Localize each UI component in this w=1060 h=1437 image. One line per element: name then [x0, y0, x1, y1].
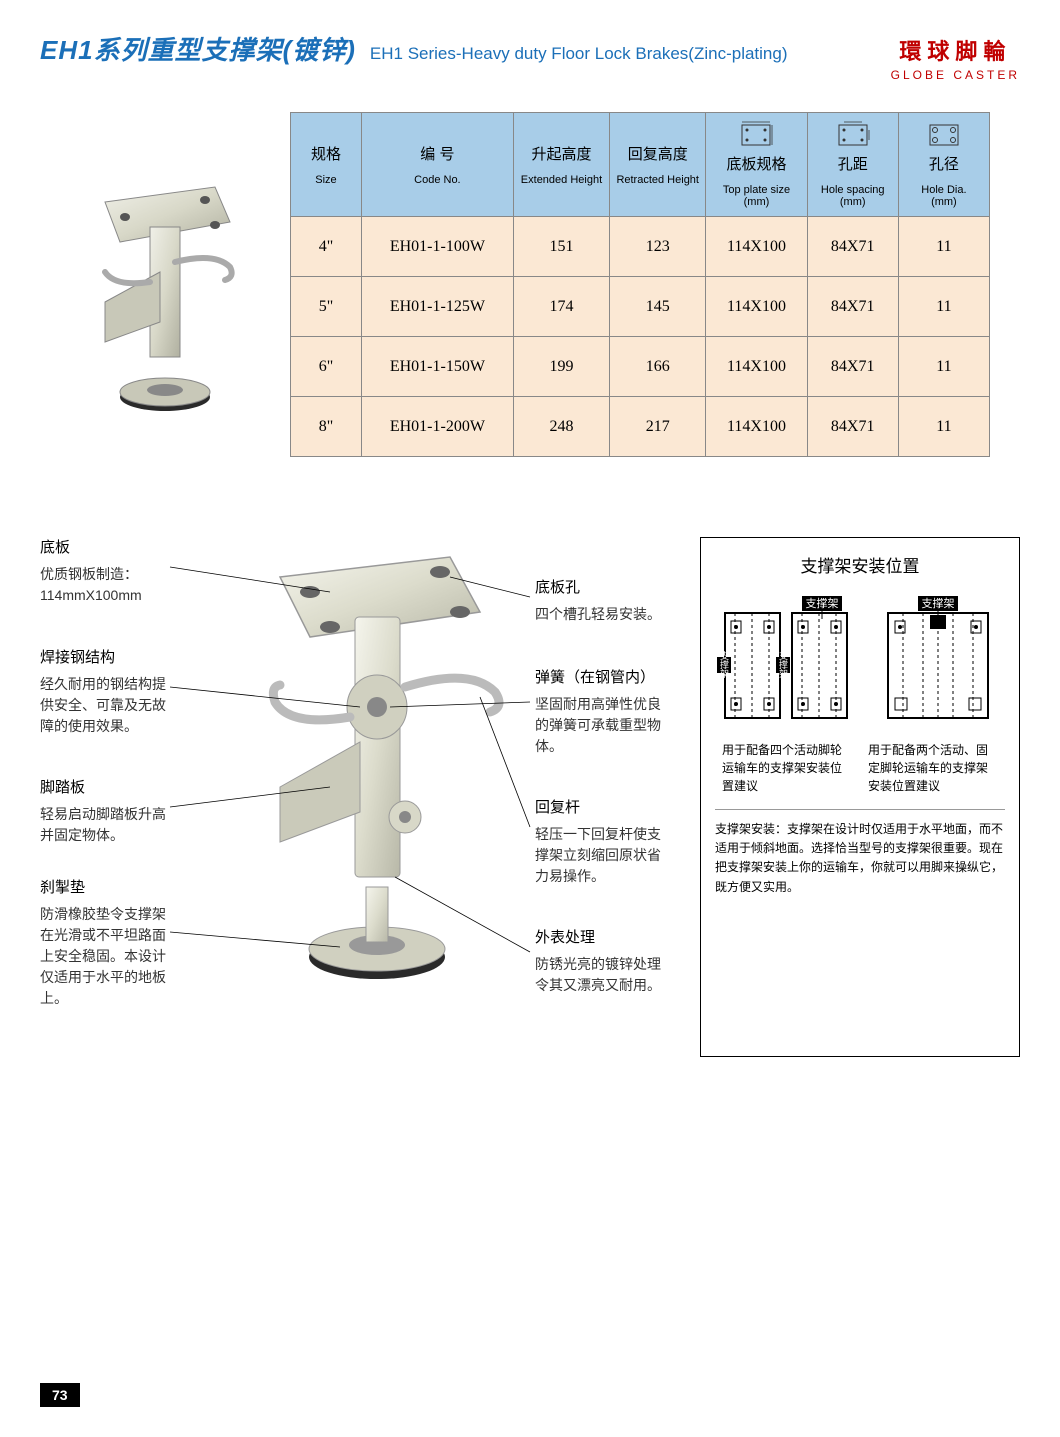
- table-header-row: 规格 Size 编 号 Code No. 升起高度 Extended Heigh…: [291, 113, 990, 217]
- install-diagram-1: 支撑架 支撑架 支撑架: [717, 591, 857, 731]
- table-cell: 217: [610, 397, 706, 457]
- diagram-label: 焊接钢结构经久耐用的钢结构提供安全、可靠及无故障的使用效果。: [40, 647, 175, 737]
- install-diagrams: 支撑架 支撑架 支撑架 支撑架: [715, 591, 1005, 731]
- install-captions: 用于配备四个活动脚轮运输车的支撑架安装位置建议 用于配备两个活动、固定脚轮运输车…: [715, 741, 1005, 795]
- table-cell: 11: [898, 217, 989, 277]
- table-cell: 11: [898, 337, 989, 397]
- table-cell: 174: [513, 277, 609, 337]
- page-header: EH1系列重型支撑架(镀锌) EH1 Series-Heavy duty Flo…: [40, 30, 1020, 82]
- table-cell: 6": [291, 337, 362, 397]
- diagram-label: 回复杆轻压一下回复杆使支撑架立刻缩回原状省力易操作。: [535, 797, 665, 887]
- install-note: 支撑架安装：支撑架在设计时仅适用于水平地面，而不适用于倾斜地面。选择恰当型号的支…: [715, 809, 1005, 897]
- label-body: 优质钢板制造： 114mmX100mm: [40, 564, 175, 606]
- label-body: 防锈光亮的镀锌处理令其又漂亮又耐用。: [535, 954, 665, 996]
- table-cell: 114X100: [706, 277, 807, 337]
- table-cell: 84X71: [807, 397, 898, 457]
- label-body: 轻压一下回复杆使支撑架立刻缩回原状省力易操作。: [535, 824, 665, 887]
- bottom-section: 底板优质钢板制造： 114mmX100mm 焊接钢结构经久耐用的钢结构提供安全、可…: [40, 537, 1020, 1057]
- label-body: 四个槽孔轻易安装。: [535, 604, 665, 625]
- th-size: 规格 Size: [291, 113, 362, 217]
- logo: 環球脚輪 GLOBE CASTER: [891, 34, 1020, 82]
- spec-table: 规格 Size 编 号 Code No. 升起高度 Extended Heigh…: [290, 112, 990, 457]
- table-cell: 5": [291, 277, 362, 337]
- th-plate: 底板规格 Top plate size (mm): [706, 113, 807, 217]
- top-section: 规格 Size 编 号 Code No. 升起高度 Extended Heigh…: [40, 112, 1020, 457]
- label-body: 坚固耐用高弹性优良的弹簧可承载重型物体。: [535, 694, 665, 757]
- label-title: 回复杆: [535, 797, 665, 820]
- diagram-label: 脚踏板轻易启动脚踏板升高并固定物体。: [40, 777, 175, 846]
- th-extended: 升起高度 Extended Height: [513, 113, 609, 217]
- th-code: 编 号 Code No.: [361, 113, 513, 217]
- table-cell: 114X100: [706, 337, 807, 397]
- diagram-label: 底板孔四个槽孔轻易安装。: [535, 577, 665, 625]
- title-group: EH1系列重型支撑架(镀锌) EH1 Series-Heavy duty Flo…: [40, 30, 788, 67]
- holedia-icon: [926, 121, 962, 149]
- install-diagram-2: 支撑架: [873, 591, 1003, 731]
- table-row: 6"EH01-1-150W199166114X10084X7111: [291, 337, 990, 397]
- table-cell: 84X71: [807, 277, 898, 337]
- page-number: 73: [40, 1383, 80, 1407]
- diagram-label: 弹簧（在钢管内） 坚固耐用高弹性优良的弹簧可承载重型物体。: [535, 667, 665, 757]
- diagram-area: 底板优质钢板制造： 114mmX100mm 焊接钢结构经久耐用的钢结构提供安全、可…: [40, 537, 680, 1057]
- th-spacing: 孔距 Hole spacing (mm): [807, 113, 898, 217]
- th-holedia: 孔径 Hole Dia. (mm): [898, 113, 989, 217]
- svg-text:支撑架: 支撑架: [719, 650, 729, 679]
- table-cell: EH01-1-150W: [361, 337, 513, 397]
- logo-en: GLOBE CASTER: [891, 68, 1020, 82]
- svg-text:支撑架: 支撑架: [778, 650, 788, 679]
- svg-text:支撑架: 支撑架: [922, 596, 955, 610]
- label-title: 脚踏板: [40, 777, 175, 800]
- diagram-label: 刹掣垫防滑橡胶垫令支撑架在光滑或不平坦路面上安全稳固。本设计仅适用于水平的地板上…: [40, 877, 175, 1009]
- table-cell: 199: [513, 337, 609, 397]
- table-cell: 166: [610, 337, 706, 397]
- title-cn: EH1系列重型支撑架(镀锌): [40, 30, 356, 67]
- svg-text:支撑架: 支撑架: [806, 596, 839, 610]
- table-cell: EH01-1-200W: [361, 397, 513, 457]
- table-cell: 114X100: [706, 397, 807, 457]
- label-body: 防滑橡胶垫令支撑架在光滑或不平坦路面上安全稳固。本设计仅适用于水平的地板上。: [40, 904, 175, 1009]
- table-cell: 4": [291, 217, 362, 277]
- table-cell: 11: [898, 277, 989, 337]
- plate-icon: [738, 121, 774, 149]
- floor-lock-icon: [40, 172, 270, 432]
- table-row: 5"EH01-1-125W174145114X10084X7111: [291, 277, 990, 337]
- label-title: 弹簧（在钢管内）: [535, 667, 665, 690]
- table-cell: 248: [513, 397, 609, 457]
- label-title: 刹掣垫: [40, 877, 175, 900]
- table-cell: EH01-1-100W: [361, 217, 513, 277]
- diagram-label: 底板优质钢板制造： 114mmX100mm: [40, 537, 175, 606]
- title-en: EH1 Series-Heavy duty Floor Lock Brakes(…: [370, 44, 788, 64]
- table-cell: 151: [513, 217, 609, 277]
- label-title: 外表处理: [535, 927, 665, 950]
- install-title: 支撑架安装位置: [715, 552, 1005, 577]
- th-retracted: 回复高度 Retracted Height: [610, 113, 706, 217]
- label-body: 轻易启动脚踏板升高并固定物体。: [40, 804, 175, 846]
- product-thumbnail: [40, 172, 270, 432]
- logo-cn: 環球脚輪: [891, 34, 1020, 66]
- table-cell: 114X100: [706, 217, 807, 277]
- table-cell: 84X71: [807, 217, 898, 277]
- table-cell: 145: [610, 277, 706, 337]
- caption-1: 用于配备四个活动脚轮运输车的支撑架安装位置建议: [722, 741, 852, 795]
- caption-2: 用于配备两个活动、固定脚轮运输车的支撑架安装位置建议: [868, 741, 998, 795]
- label-title: 焊接钢结构: [40, 647, 175, 670]
- table-row: 4"EH01-1-100W151123114X10084X7111: [291, 217, 990, 277]
- install-box: 支撑架安装位置 支: [700, 537, 1020, 1057]
- table-row: 8"EH01-1-200W248217114X10084X7111: [291, 397, 990, 457]
- table-cell: 11: [898, 397, 989, 457]
- diagram-label: 外表处理防锈光亮的镀锌处理令其又漂亮又耐用。: [535, 927, 665, 996]
- spacing-icon: [835, 121, 871, 149]
- label-title: 底板: [40, 537, 175, 560]
- table-cell: EH01-1-125W: [361, 277, 513, 337]
- table-cell: 123: [610, 217, 706, 277]
- label-title: 底板孔: [535, 577, 665, 600]
- table-cell: 84X71: [807, 337, 898, 397]
- table-cell: 8": [291, 397, 362, 457]
- label-body: 经久耐用的钢结构提供安全、可靠及无故障的使用效果。: [40, 674, 175, 737]
